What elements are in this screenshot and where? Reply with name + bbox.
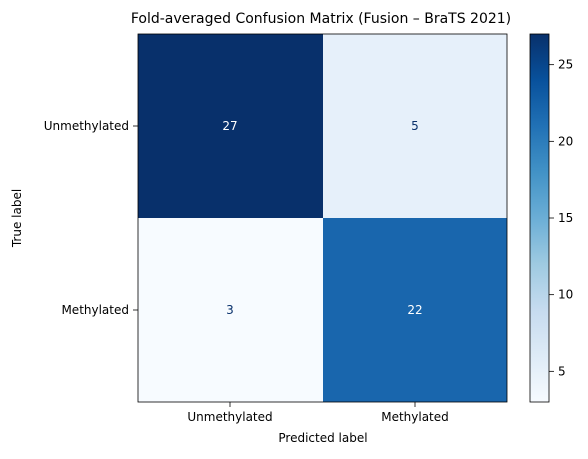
colorbar: 5 10 15 20 25	[529, 33, 573, 403]
colorbar-ticks: 5 10 15 20 25	[549, 58, 573, 378]
y-axis: Unmethylated Methylated True label	[10, 119, 138, 317]
chart-title: Fold-averaged Confusion Matrix (Fusion –…	[131, 11, 511, 27]
colorbar-gradient	[529, 33, 550, 403]
heatmap-cells	[138, 34, 507, 402]
cell-label-0-0: 27	[222, 119, 237, 133]
colorbar-tick-label: 20	[558, 134, 573, 148]
colorbar-tick-label: 25	[558, 58, 573, 72]
cell-0-1	[323, 34, 507, 218]
x-tick-label: Methylated	[381, 410, 449, 424]
colorbar-tick-label: 15	[558, 211, 573, 225]
cell-0-0	[138, 34, 323, 218]
x-axis: Unmethylated Methylated Predicted label	[187, 402, 449, 445]
cell-1-1	[323, 218, 507, 402]
x-tick-label: Unmethylated	[187, 410, 272, 424]
cell-label-0-1: 5	[411, 119, 419, 133]
y-tick-label: Methylated	[61, 303, 129, 317]
cell-label-1-0: 3	[226, 303, 234, 317]
y-tick-label: Unmethylated	[44, 119, 129, 133]
colorbar-tick-label: 5	[558, 364, 566, 378]
cell-1-0	[138, 218, 323, 402]
plot-frame	[137, 33, 508, 403]
cell-label-1-1: 22	[407, 303, 422, 317]
cell-value-labels: 27 5 3 22	[222, 119, 422, 317]
colorbar-tick-label: 10	[558, 288, 573, 302]
y-axis-label: True label	[10, 189, 24, 248]
x-axis-label: Predicted label	[278, 431, 367, 445]
